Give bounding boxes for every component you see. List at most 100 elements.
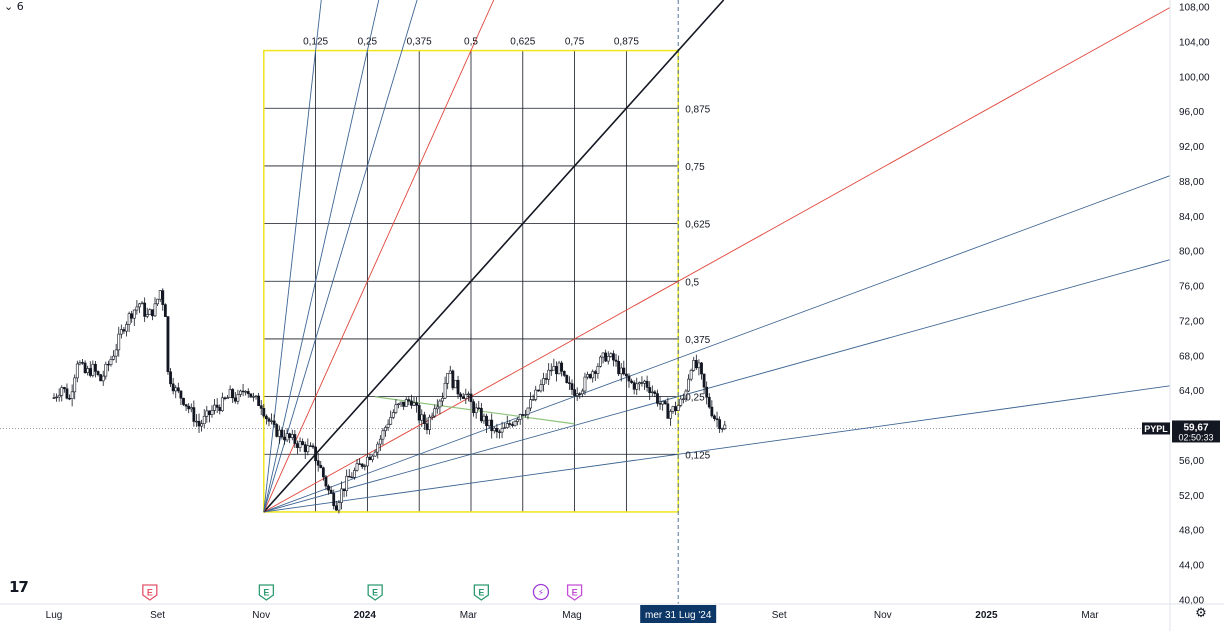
candle bbox=[358, 458, 362, 465]
candle bbox=[658, 396, 662, 410]
candle bbox=[314, 446, 317, 464]
candle-body bbox=[456, 379, 460, 395]
fan-line-1-3 bbox=[263, 175, 1171, 513]
candle-body bbox=[534, 389, 538, 400]
candle-body bbox=[591, 371, 595, 379]
candle bbox=[461, 392, 465, 399]
candle-body bbox=[140, 302, 144, 305]
candle-body bbox=[547, 369, 551, 380]
candle-body bbox=[358, 463, 362, 465]
candle-body bbox=[604, 352, 608, 362]
candle-body bbox=[174, 387, 178, 392]
candle bbox=[353, 467, 356, 480]
candle bbox=[202, 409, 206, 428]
candle bbox=[119, 324, 123, 339]
candle bbox=[91, 360, 95, 378]
candle-body bbox=[169, 371, 172, 385]
earnings-badge: E bbox=[566, 584, 583, 601]
candle-body bbox=[267, 418, 271, 422]
candle bbox=[650, 385, 654, 397]
candle bbox=[73, 374, 77, 400]
candle bbox=[454, 379, 457, 389]
price-axis[interactable]: 108,00 104,00 100,00 96,00 92,00 88,00 84,00 80… bbox=[1169, 0, 1210, 631]
candle-body bbox=[679, 398, 683, 406]
candle-body bbox=[215, 404, 219, 408]
candle-body bbox=[609, 353, 613, 357]
candle bbox=[70, 384, 74, 407]
layout-menu[interactable]: ⌄ 6 bbox=[4, 0, 24, 13]
candle bbox=[244, 390, 248, 396]
candle bbox=[122, 327, 126, 334]
gear-icon[interactable]: ⚙ bbox=[1195, 606, 1207, 621]
candle bbox=[573, 383, 576, 397]
candle bbox=[355, 459, 359, 472]
candle bbox=[303, 441, 307, 460]
candle bbox=[555, 361, 558, 382]
price-level-label: 0,25 bbox=[685, 393, 705, 404]
fan-line-2-1 bbox=[263, 0, 495, 513]
candle bbox=[500, 421, 504, 438]
badge-letter: E bbox=[478, 588, 484, 598]
candle bbox=[521, 413, 525, 417]
candle-body bbox=[485, 415, 488, 427]
candle bbox=[580, 388, 584, 398]
candle bbox=[684, 389, 688, 402]
candle-body bbox=[99, 374, 103, 382]
candle bbox=[112, 350, 115, 361]
candle bbox=[456, 375, 460, 399]
candle-body bbox=[599, 356, 602, 367]
candle bbox=[612, 350, 615, 367]
candle-body bbox=[397, 403, 400, 406]
candle bbox=[407, 396, 411, 406]
price-tick-label: 100,00 bbox=[1179, 72, 1210, 83]
candle bbox=[68, 394, 71, 401]
candle-body bbox=[290, 434, 294, 438]
candle bbox=[671, 405, 675, 414]
candle-body bbox=[477, 407, 481, 409]
candle bbox=[531, 394, 535, 401]
candle-body bbox=[705, 386, 709, 398]
candle bbox=[99, 373, 103, 382]
fan-line-3-1 bbox=[263, 0, 418, 513]
candle bbox=[132, 309, 136, 327]
candle-body bbox=[539, 384, 543, 392]
candle bbox=[547, 363, 551, 386]
candle bbox=[140, 300, 144, 305]
time-axis[interactable]: LugSetNov2024MarMagLugSetNov2025Mar bbox=[0, 603, 1224, 621]
candle bbox=[451, 369, 455, 391]
candle bbox=[223, 396, 227, 401]
price-level-label: 0,125 bbox=[685, 450, 710, 461]
candle bbox=[62, 386, 66, 393]
earnings-badge: E bbox=[367, 584, 383, 601]
candle-body bbox=[663, 401, 667, 405]
badge-letter: E bbox=[572, 588, 578, 598]
candle-body bbox=[127, 313, 131, 325]
candle bbox=[233, 392, 237, 404]
candle-body bbox=[710, 406, 714, 417]
candle-body bbox=[461, 396, 465, 399]
candle bbox=[536, 389, 540, 392]
price-tick-label: 56,00 bbox=[1179, 456, 1204, 467]
candle bbox=[637, 381, 641, 391]
candle bbox=[86, 365, 90, 376]
candle-body bbox=[200, 423, 204, 427]
candle-body bbox=[490, 419, 494, 432]
candle bbox=[381, 427, 385, 445]
candle-body bbox=[498, 431, 501, 433]
candle bbox=[143, 297, 147, 322]
collapse-chevron-icon[interactable]: ⌄ bbox=[4, 0, 14, 13]
price-tick-label: 64,00 bbox=[1179, 386, 1204, 397]
candle bbox=[94, 361, 97, 378]
candle-body bbox=[288, 433, 292, 438]
candle bbox=[710, 400, 714, 418]
candle-body bbox=[557, 362, 561, 375]
candle-body bbox=[272, 420, 276, 425]
candle-body bbox=[298, 441, 302, 448]
candle-body bbox=[329, 489, 333, 494]
candle bbox=[192, 400, 196, 427]
candle bbox=[404, 397, 408, 407]
candle bbox=[640, 376, 644, 387]
time-tick-label: Mag bbox=[562, 610, 581, 621]
candle bbox=[412, 396, 416, 406]
